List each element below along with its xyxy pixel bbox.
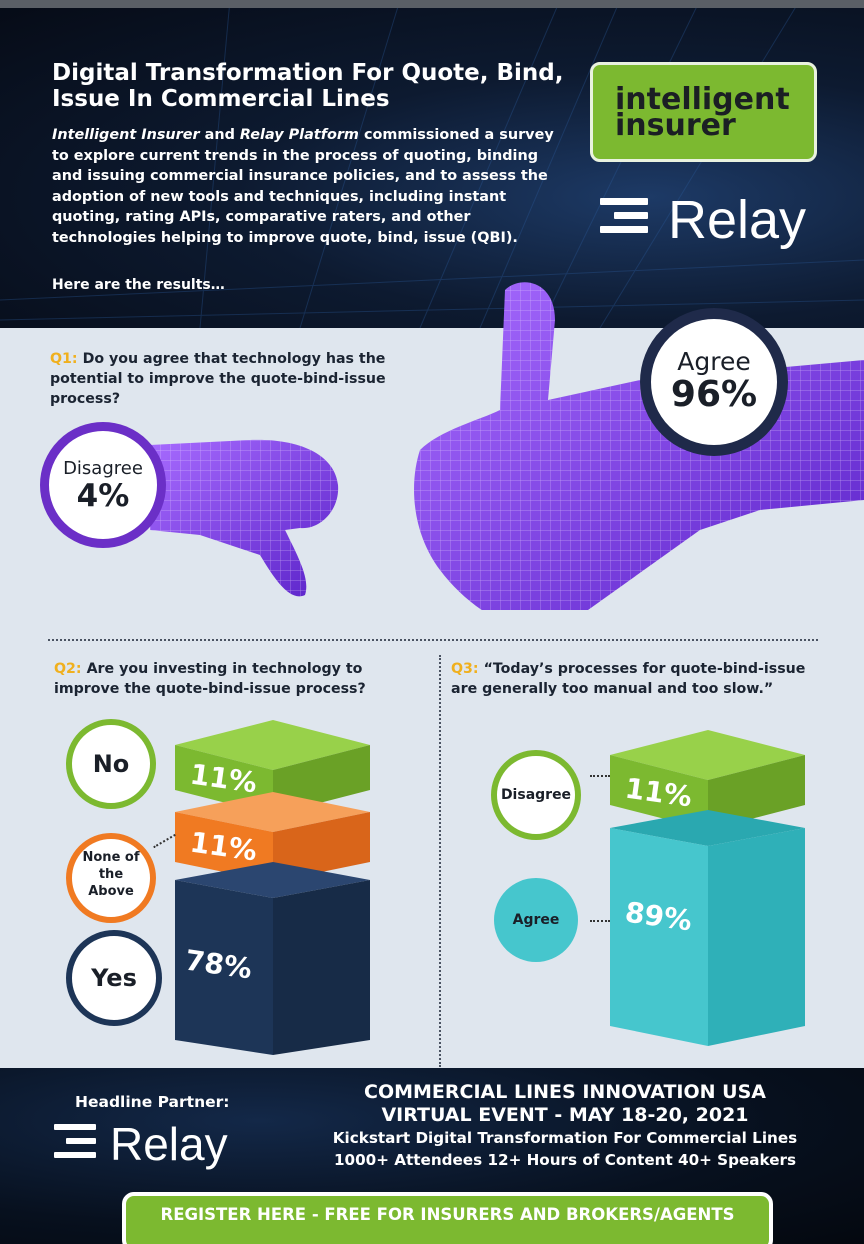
- q1-disagree-badge: Disagree 4%: [40, 422, 166, 548]
- intro-text: commissioned a survey to explore current…: [52, 127, 554, 246]
- q1-number: Q1:: [50, 351, 78, 367]
- q1-agree-badge: Agree 96%: [640, 308, 788, 456]
- q2-no-circle: No: [66, 719, 156, 809]
- event-title: COMMERCIAL LINES INNOVATION USA: [364, 1081, 766, 1103]
- relay-wordmark-footer: Relay: [110, 1118, 228, 1170]
- q3-disagree-circle: Disagree: [491, 750, 581, 840]
- q2-number: Q2:: [54, 661, 82, 677]
- q3-question: Q3: “Today’s processes for quote-bind-is…: [451, 659, 821, 699]
- section-divider-vertical: [439, 655, 441, 1067]
- logo-line-intelligent: intelligent: [615, 82, 790, 117]
- event-tagline: Kickstart Digital Transformation For Com…: [332, 1129, 798, 1147]
- intro-brand-relay: Relay Platform: [239, 127, 359, 143]
- q2-yes-circle: Yes: [66, 930, 162, 1026]
- q2-text: Are you investing in technology to impro…: [54, 661, 366, 697]
- register-button[interactable]: REGISTER HERE - FREE FOR INSURERS AND BR…: [122, 1192, 773, 1244]
- q3-leader-agree: [590, 920, 610, 922]
- header-banner: [0, 0, 864, 328]
- event-date: VIRTUAL EVENT - MAY 18-20, 2021: [381, 1104, 749, 1126]
- page-title: Digital Transformation For Quote, Bind, …: [52, 60, 564, 112]
- event-stats: 1000+ Attendees 12+ Hours of Content 40+…: [333, 1151, 797, 1169]
- q3-text: “Today’s processes for quote-bind-issue …: [451, 661, 806, 697]
- intro-brand-intelligent-insurer: Intelligent Insurer: [52, 127, 200, 143]
- results-label: Here are the results…: [52, 277, 225, 293]
- top-border: [0, 0, 864, 8]
- intro-paragraph: Intelligent Insurer and Relay Platform c…: [52, 125, 557, 249]
- q1-agree-value: 96%: [670, 374, 758, 415]
- q2-block-none: [175, 792, 370, 882]
- q1-hands-illustration: [150, 282, 864, 610]
- section-divider-horizontal: [48, 639, 818, 641]
- headline-partner-label: Headline Partner:: [75, 1093, 230, 1111]
- q3-block-agree: [610, 810, 805, 1046]
- q2-question: Q2: Are you investing in technology to i…: [54, 659, 424, 699]
- q3-number: Q3:: [451, 661, 479, 677]
- q3-agree-circle: Agree: [494, 878, 578, 962]
- q3-leader-disagree: [590, 775, 610, 777]
- thumbs-down-hand: [150, 439, 339, 597]
- event-info: COMMERCIAL LINES INNOVATION USA VIRTUAL …: [300, 1081, 830, 1171]
- q3-block-disagree: [610, 730, 805, 830]
- logo-line-insurer: insurer: [615, 108, 736, 143]
- q1-text: Do you agree that technology has the pot…: [50, 351, 386, 407]
- thumbs-up-hand: [414, 282, 864, 610]
- q2-block-yes: [175, 862, 370, 1055]
- q1-question: Q1: Do you agree that technology has the…: [50, 349, 410, 409]
- q2-none-circle: None of the Above: [66, 833, 156, 923]
- q1-agree-label: Agree: [677, 347, 751, 376]
- intro-and: and: [204, 127, 235, 143]
- q1-disagree-label: Disagree: [63, 458, 143, 479]
- circuit-background: [0, 0, 864, 328]
- relay-wordmark: Relay: [668, 190, 807, 250]
- q1-disagree-value: 4%: [76, 478, 130, 514]
- intelligent-insurer-logo: intelligent insurer: [590, 62, 817, 162]
